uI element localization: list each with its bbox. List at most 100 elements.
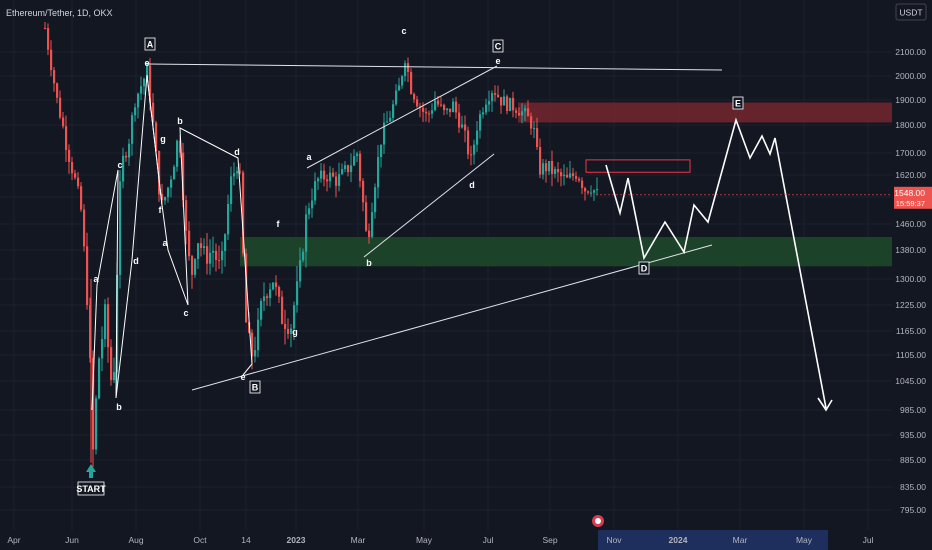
candle-body [89,305,92,359]
candle-body [578,178,581,181]
candle-body [47,28,50,50]
candle-body [569,173,572,178]
time-tick: May [416,535,433,545]
candle-body [497,94,500,97]
candle-body [131,115,134,144]
candle-body [338,174,341,186]
time-tick: Mar [351,535,366,545]
price-tick: 1800.00 [895,120,926,130]
candle-body [542,163,545,175]
candle-body [341,168,344,175]
candle-body [368,230,371,237]
wave-label: a [162,238,168,248]
candle-body [479,114,482,131]
candle-body [461,124,464,128]
candle-body [77,177,80,187]
candle-body [95,398,98,450]
candle-body [293,305,296,329]
candle-body [227,203,230,235]
candle-body [560,172,563,177]
candle-body [347,165,350,173]
candle-body [500,96,503,106]
candle-body [515,110,518,113]
time-tick: May [796,535,813,545]
wave-boxed-label: E [735,99,741,109]
candle-body [167,187,170,198]
candle-body [320,170,323,179]
candle-body [563,174,566,177]
candle-body [260,301,263,320]
candle-body [389,117,392,122]
candle-body [209,252,212,264]
wave-label: g [292,327,298,337]
candle-body [296,281,299,306]
start-box [77,481,105,496]
candle-body [179,140,182,153]
price-tick: 1900.00 [895,95,926,105]
candle-body [107,304,110,348]
price-tick: 935.00 [900,430,926,440]
candle-body [164,197,167,201]
candle-body [50,49,53,71]
wave-label: d [469,180,475,190]
candle-body [392,104,395,118]
wave-box [144,37,156,51]
candle-body [518,112,521,116]
candle-body [317,178,320,182]
resistance-zone [518,102,892,123]
wave-label: e [495,56,500,66]
candle-body [554,169,557,174]
candle-body [287,328,290,334]
candle-body [143,78,146,87]
candle-body [128,143,131,158]
candle-body [59,97,62,118]
time-tick: Aug [128,535,143,545]
candle-body [593,190,596,193]
price-tick: 1300.00 [895,274,926,284]
candle-body [503,96,506,106]
candle-body [470,154,473,156]
C-lower-channel [363,153,495,258]
wave-label: b [116,402,122,412]
time-tick: Apr [7,535,20,545]
candle-body [377,157,380,188]
wave-label: a [306,152,312,162]
candle-body [275,282,278,287]
candle-body [512,97,515,111]
wave-label: a [93,274,99,284]
wave-label: c [183,308,188,318]
wave-boxed-label: D [641,264,648,274]
time-tick: Nov [606,535,622,545]
candle-body [335,176,338,186]
candle-body [113,372,116,381]
candle-body [356,153,359,157]
candle-body [101,339,104,359]
candle-body [257,319,260,351]
time-tick: 2023 [287,535,306,545]
candle-body [80,186,83,210]
price-tick: 1225.00 [895,300,926,310]
candle-body [71,162,74,174]
candle-body [206,246,209,264]
candle-body [587,191,590,193]
candle-body [302,251,305,261]
candle-body [161,194,164,201]
time-tick: Mar [733,535,748,545]
candle-body [464,124,467,131]
start-label: START [76,484,106,494]
candle-body [425,111,428,114]
candle-body [452,101,455,112]
price-tick: 885.00 [900,455,926,465]
chart-title: Ethereum/Tether, 1D, OKX [6,8,113,18]
candle-body [56,83,59,98]
candle-body [65,126,68,150]
wave-label: c [117,160,122,170]
wave-label: b [177,116,183,126]
candle-body [446,108,449,111]
candle-body [146,65,149,79]
currency-button[interactable]: USDT [895,3,927,21]
candle-body [413,93,416,100]
candle-body [371,212,374,237]
price-tick: 1165.00 [896,326,926,336]
